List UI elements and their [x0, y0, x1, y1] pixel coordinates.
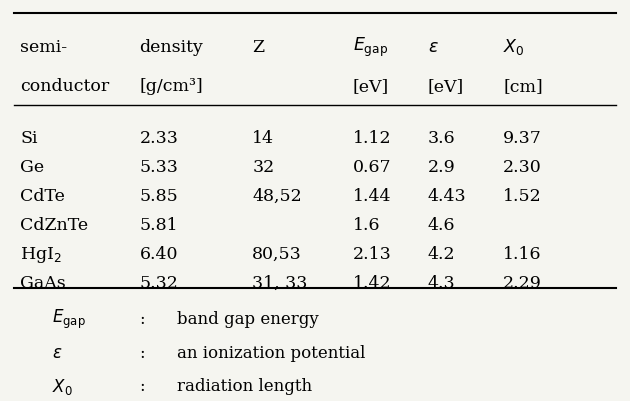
Text: radiation length: radiation length: [177, 379, 312, 395]
Text: band gap energy: band gap energy: [177, 311, 319, 328]
Text: conductor: conductor: [20, 78, 110, 95]
Text: 3.6: 3.6: [428, 130, 455, 147]
Text: 5.85: 5.85: [139, 188, 178, 205]
Text: $X_0$: $X_0$: [503, 37, 525, 57]
Text: 2.29: 2.29: [503, 275, 542, 292]
Text: 5.33: 5.33: [139, 159, 178, 176]
Text: 1.12: 1.12: [353, 130, 391, 147]
Text: 1.16: 1.16: [503, 246, 542, 263]
Text: 0.67: 0.67: [353, 159, 391, 176]
Text: CdZnTe: CdZnTe: [20, 217, 88, 234]
Text: [g/cm³]: [g/cm³]: [139, 78, 203, 95]
Text: 5.32: 5.32: [139, 275, 178, 292]
Text: 4.2: 4.2: [428, 246, 455, 263]
Text: Si: Si: [20, 130, 38, 147]
Text: 6.40: 6.40: [139, 246, 178, 263]
Text: semi-: semi-: [20, 38, 67, 56]
Text: Z: Z: [252, 38, 264, 56]
Text: 2.33: 2.33: [139, 130, 178, 147]
Text: 48,52: 48,52: [252, 188, 302, 205]
Text: an ionization potential: an ionization potential: [177, 345, 365, 362]
Text: 1.6: 1.6: [353, 217, 380, 234]
Text: HgI$_2$: HgI$_2$: [20, 245, 62, 265]
Text: :: :: [139, 345, 145, 362]
Text: 2.13: 2.13: [353, 246, 391, 263]
Text: 4.3: 4.3: [428, 275, 455, 292]
Text: Ge: Ge: [20, 159, 44, 176]
Text: 2.9: 2.9: [428, 159, 455, 176]
Text: 4.6: 4.6: [428, 217, 455, 234]
Text: 1.44: 1.44: [353, 188, 391, 205]
Text: 32: 32: [252, 159, 275, 176]
Text: 2.30: 2.30: [503, 159, 542, 176]
Text: :: :: [139, 379, 145, 395]
Text: $X_0$: $X_0$: [52, 377, 72, 397]
Text: 14: 14: [252, 130, 274, 147]
Text: $\epsilon$: $\epsilon$: [428, 38, 438, 56]
Text: [eV]: [eV]: [353, 78, 389, 95]
Text: 80,53: 80,53: [252, 246, 302, 263]
Text: CdTe: CdTe: [20, 188, 65, 205]
Text: 31, 33: 31, 33: [252, 275, 307, 292]
Text: 9.37: 9.37: [503, 130, 542, 147]
Text: GaAs: GaAs: [20, 275, 66, 292]
Text: [cm]: [cm]: [503, 78, 543, 95]
Text: $E_{\rm gap}$: $E_{\rm gap}$: [353, 36, 388, 59]
Text: 5.81: 5.81: [139, 217, 178, 234]
Text: 1.42: 1.42: [353, 275, 391, 292]
Text: $\epsilon$: $\epsilon$: [52, 345, 62, 362]
Text: [eV]: [eV]: [428, 78, 464, 95]
Text: $E_{\rm gap}$: $E_{\rm gap}$: [52, 308, 85, 331]
Text: :: :: [139, 311, 145, 328]
Text: 4.43: 4.43: [428, 188, 467, 205]
Text: density: density: [139, 38, 203, 56]
Text: 1.52: 1.52: [503, 188, 542, 205]
